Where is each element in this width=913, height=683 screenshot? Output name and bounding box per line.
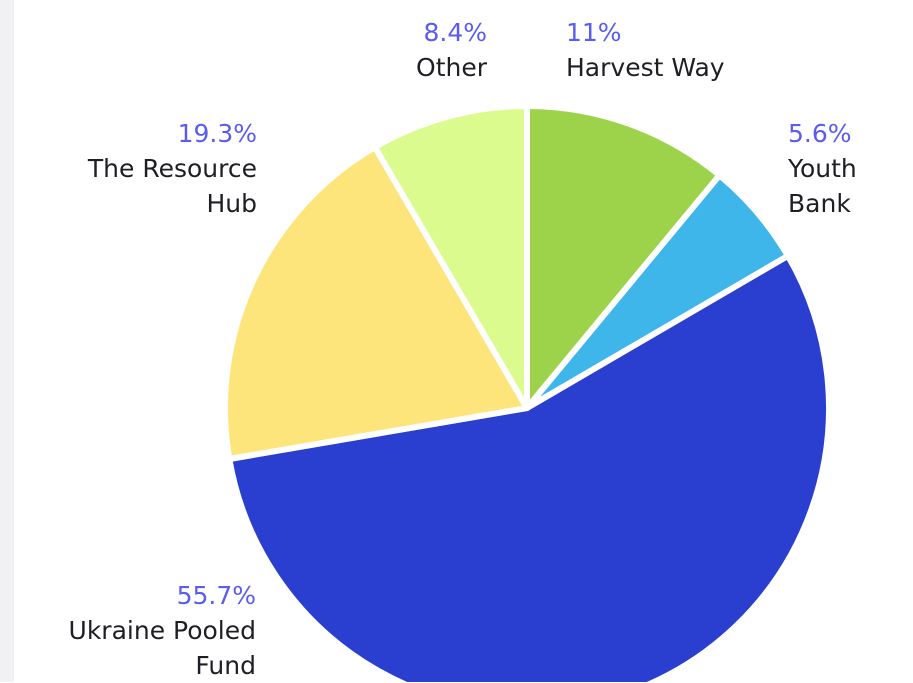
slice-name: Youth Bank: [788, 154, 857, 218]
pie-slice: [222, 144, 530, 462]
slice-name: Other: [416, 53, 487, 82]
slice-name: Ukraine Pooled Fund: [68, 616, 256, 680]
slice-label: 55.7% Ukraine Pooled Fund: [16, 578, 256, 683]
slice-label: 8.4% Other: [327, 15, 487, 85]
slice-percent: 8.4%: [423, 18, 487, 47]
slice-label: 11% Harvest Way: [566, 15, 886, 85]
slice-name: The Resource Hub: [87, 154, 257, 218]
slice-name: Harvest Way: [566, 53, 725, 82]
slice-label: 19.3% The Resource Hub: [47, 116, 257, 221]
slice-percent: 11%: [566, 18, 622, 47]
slice-label: 5.6% Youth Bank: [788, 116, 898, 221]
slice-percent: 19.3%: [177, 119, 257, 148]
pie-slice: [524, 103, 723, 411]
pie-slice: [226, 252, 832, 682]
slice-percent: 55.7%: [176, 581, 256, 610]
side-strip: [0, 0, 14, 682]
slice-percent: 5.6%: [788, 119, 852, 148]
pie-slice: [371, 103, 530, 411]
